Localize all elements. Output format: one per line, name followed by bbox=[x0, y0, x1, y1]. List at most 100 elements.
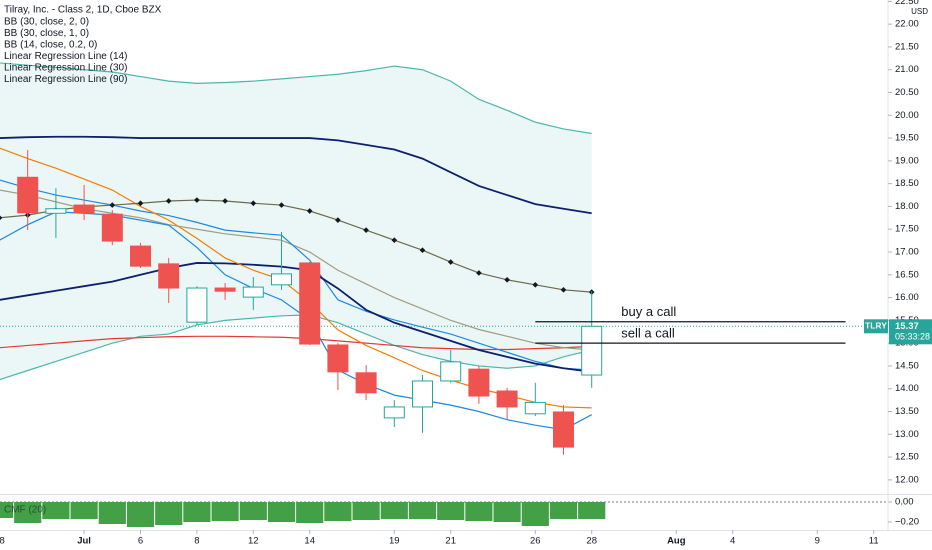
cmf-bar bbox=[521, 502, 549, 526]
y-tick-label: 19.00 bbox=[895, 155, 919, 166]
line-marker bbox=[391, 237, 398, 243]
candle-body bbox=[440, 361, 462, 382]
indicator-line bbox=[0, 147, 592, 409]
y-tick-label: 12.50 bbox=[895, 452, 919, 463]
cmf-bar bbox=[324, 502, 352, 521]
candle-body bbox=[101, 213, 123, 242]
x-tick-label: 12 bbox=[248, 536, 259, 547]
line-marker bbox=[222, 198, 228, 204]
x-tick-label: 26 bbox=[530, 536, 541, 547]
currency: USD bbox=[911, 7, 928, 16]
line-marker bbox=[250, 200, 257, 207]
cmf-tick-label: −0.20 bbox=[895, 517, 919, 528]
legend-title: Tilray, Inc. - Class 2, 1D, Cboe BZX bbox=[4, 5, 162, 16]
band-fill bbox=[0, 62, 592, 380]
x-tick-label: 28 bbox=[586, 536, 597, 547]
y-tick-label: 14.00 bbox=[895, 383, 919, 394]
indicator-line bbox=[0, 314, 592, 381]
legend-entry: BB (30, close, 1, 0) bbox=[4, 28, 89, 39]
line-marker bbox=[165, 198, 172, 204]
legend-entry: Linear Regression Line (30) bbox=[4, 63, 127, 74]
y-tick-label: 16.50 bbox=[895, 269, 919, 280]
y-tick-label: 13.00 bbox=[895, 429, 919, 440]
y-tick-label: 21.50 bbox=[895, 41, 919, 52]
candle-body bbox=[524, 401, 546, 415]
y-tick-label: 22.50 bbox=[895, 0, 919, 7]
x-tick-label: 9 bbox=[815, 536, 820, 547]
indicator-line bbox=[0, 135, 592, 215]
y-tick-label: 16.00 bbox=[895, 292, 919, 303]
line-marker bbox=[560, 287, 567, 293]
candle-body bbox=[73, 204, 95, 214]
cmf-bar bbox=[578, 502, 606, 519]
legend-entry: Linear Regression Line (14) bbox=[4, 51, 127, 62]
candle-body bbox=[581, 325, 603, 376]
indicator-line bbox=[0, 179, 592, 371]
x-tick-label: 14 bbox=[304, 536, 315, 547]
symbol-tag bbox=[864, 319, 888, 334]
cmf-tick-label: 0.00 bbox=[895, 497, 914, 508]
line-marker bbox=[306, 208, 313, 214]
candle-body bbox=[130, 245, 151, 267]
cmf-bar bbox=[493, 502, 521, 522]
line-marker bbox=[447, 259, 454, 265]
cmf-bar bbox=[0, 502, 14, 518]
cmf-bar bbox=[549, 502, 578, 519]
line-marker bbox=[278, 202, 285, 208]
cmf-bar bbox=[126, 502, 155, 527]
symbol-tag-text: TLRY bbox=[865, 321, 887, 331]
cmf-bar bbox=[267, 502, 296, 522]
line-marker bbox=[476, 270, 482, 276]
cmf-bar bbox=[380, 502, 408, 519]
candle-body bbox=[327, 344, 349, 373]
cmf-bar bbox=[465, 502, 493, 521]
cmf-bar bbox=[437, 502, 465, 520]
candle-body bbox=[355, 372, 377, 394]
cmf-bar bbox=[155, 502, 183, 525]
line-marker bbox=[109, 202, 116, 208]
legend-entry: BB (14, close, 0.2, 0) bbox=[4, 40, 97, 51]
line-marker bbox=[363, 227, 369, 233]
y-tick-label: 17.00 bbox=[895, 247, 919, 258]
cmf-bar bbox=[352, 502, 380, 520]
y-tick-label: 21.00 bbox=[895, 64, 919, 75]
cmf-label: CMF (20) bbox=[4, 505, 46, 516]
x-tick-label: 21 bbox=[445, 536, 456, 547]
line-marker bbox=[419, 247, 426, 254]
candle-body bbox=[186, 287, 208, 323]
line-marker bbox=[504, 276, 510, 283]
line-marker bbox=[194, 197, 200, 203]
cmf-bar bbox=[183, 502, 211, 522]
y-tick-label: 14.50 bbox=[895, 360, 919, 371]
cmf-bar bbox=[211, 502, 239, 521]
legend-entry: BB (30, close, 2, 0) bbox=[4, 17, 89, 28]
candle-body bbox=[468, 368, 490, 397]
candle-body bbox=[45, 208, 67, 214]
x-tick-label: 4 bbox=[730, 536, 735, 547]
candle-body bbox=[271, 273, 292, 286]
annotation-text: sell a call bbox=[621, 326, 675, 341]
indicator-line bbox=[0, 189, 592, 351]
candle-body bbox=[383, 406, 405, 419]
countdown-text: 05:33:28 bbox=[895, 332, 930, 342]
candle-body bbox=[214, 287, 236, 292]
legend-entry: Linear Regression Line (90) bbox=[4, 74, 127, 85]
line-marker bbox=[335, 217, 341, 223]
y-tick-label: 22.00 bbox=[895, 19, 919, 30]
annotation-text: buy a call bbox=[621, 304, 676, 319]
x-tick-label: Aug bbox=[667, 536, 686, 547]
y-tick-label: 18.00 bbox=[895, 201, 919, 212]
candle-body bbox=[412, 380, 433, 408]
indicator-line bbox=[0, 262, 592, 373]
candle-body bbox=[158, 263, 180, 289]
legend: Tilray, Inc. - Class 2, 1D, Cboe BZX BB … bbox=[4, 5, 162, 86]
cmf-bar bbox=[42, 502, 70, 519]
cmf-bar bbox=[408, 502, 437, 519]
indicator-line bbox=[0, 199, 592, 293]
cmf-bar bbox=[239, 502, 267, 520]
candle-body bbox=[299, 262, 321, 345]
price-tag bbox=[889, 319, 932, 345]
x-tick-label: 19 bbox=[389, 536, 400, 547]
